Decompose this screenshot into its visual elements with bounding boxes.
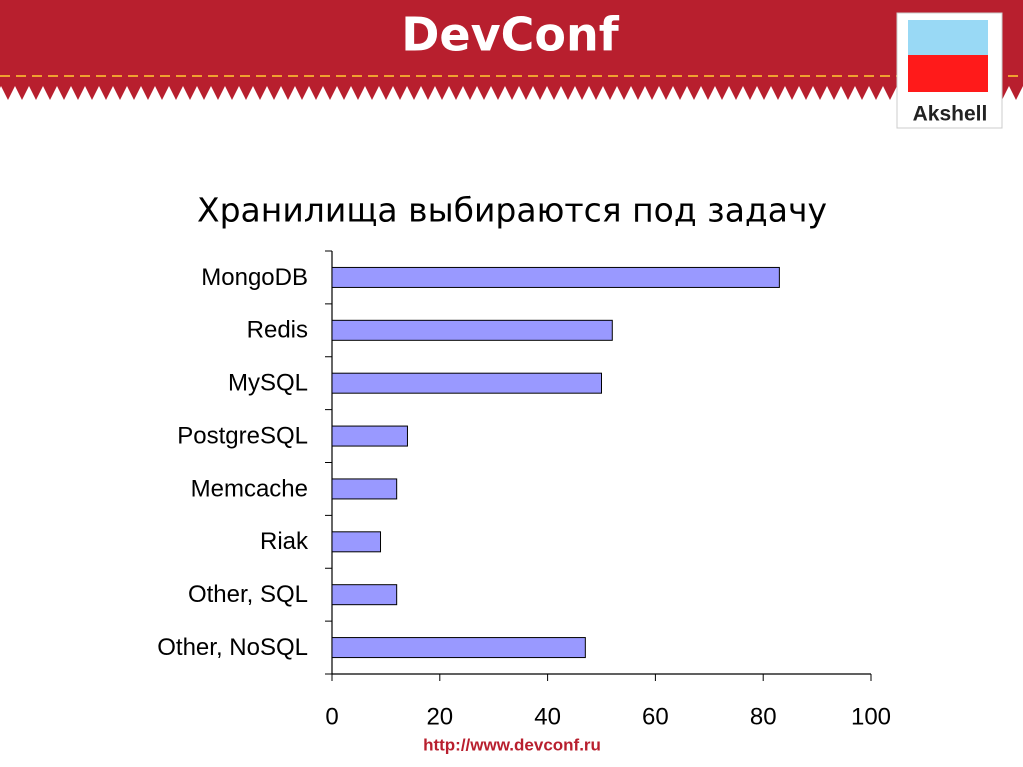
y-tick-label: Memcache: [191, 475, 308, 502]
badge-bottom: [908, 55, 988, 92]
badge-top: [908, 20, 988, 55]
x-tick-label: 40: [534, 703, 561, 730]
y-tick-label: Redis: [247, 317, 308, 344]
y-tick-label: MySQL: [228, 370, 308, 397]
y-tick-label: MongoDB: [201, 264, 308, 291]
bar: [331, 372, 602, 394]
badge-label: Akshell: [913, 103, 988, 126]
header-band: [0, 0, 1023, 100]
bar: [331, 478, 398, 500]
bar: [331, 266, 780, 288]
y-tick-label: Riak: [260, 528, 309, 555]
y-tick-label: Other, SQL: [188, 581, 308, 608]
x-tick-label: 60: [642, 703, 669, 730]
bar: [331, 531, 382, 553]
y-tick-label: PostgreSQL: [177, 422, 308, 449]
footer-url: http://www.devconf.ru: [423, 735, 601, 754]
x-tick-label: 20: [426, 703, 453, 730]
x-tick-label: 0: [325, 703, 338, 730]
x-tick-label: 100: [851, 703, 891, 730]
bar: [331, 637, 586, 659]
logo: DevConf: [401, 8, 619, 62]
bar: [331, 319, 613, 341]
bar: [331, 584, 398, 606]
y-tick-label: Other, NoSQL: [157, 634, 308, 661]
x-tick-label: 80: [750, 703, 777, 730]
chart-title: Хранилища выбираются под задачу: [197, 191, 827, 230]
bar: [331, 425, 408, 447]
